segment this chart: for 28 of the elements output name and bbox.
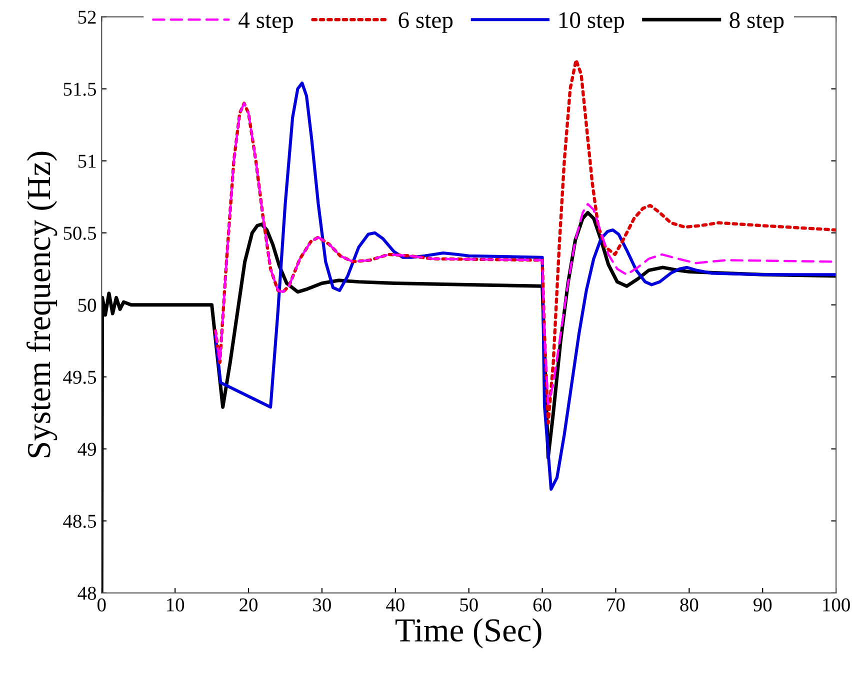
y-tick-label: 48 <box>78 586 96 600</box>
x-tick-label: 10 <box>167 598 184 612</box>
legend-label: 6 step <box>398 12 453 33</box>
line-series <box>214 82 836 491</box>
y-tick-label: 49.5 <box>63 370 96 384</box>
y-tick-label: 50.5 <box>64 226 96 240</box>
x-tick-label: 100 <box>823 598 850 612</box>
x-tick-label: 50 <box>460 598 478 612</box>
legend-label: 4 step <box>238 12 293 33</box>
y-tick-label: 48.5 <box>63 514 96 528</box>
y-tick-label: 49 <box>78 442 96 456</box>
y-tick-label: 51 <box>78 154 96 168</box>
x-tick-label: 90 <box>754 598 772 612</box>
legend-label: 10 step <box>559 12 624 33</box>
x-tick-label: 40 <box>386 598 404 612</box>
line-series <box>214 58 836 425</box>
y-tick-label: 50 <box>78 298 96 312</box>
x-tick-label: 80 <box>680 598 698 612</box>
x-tick-label: 20 <box>240 598 258 612</box>
y-tick-label: 51.5 <box>64 82 96 96</box>
x-axis-title: Time (Sec) <box>396 618 542 648</box>
y-tick-label: 52 <box>78 10 96 24</box>
y-axis-title: System frequency (Hz) <box>26 152 58 458</box>
x-tick-label: 30 <box>313 598 331 612</box>
x-tick-label: 60 <box>533 598 552 612</box>
x-tick-label: 0 <box>98 598 106 612</box>
legend-label: 8 step <box>730 12 784 33</box>
x-tick-label: 70 <box>607 598 625 612</box>
